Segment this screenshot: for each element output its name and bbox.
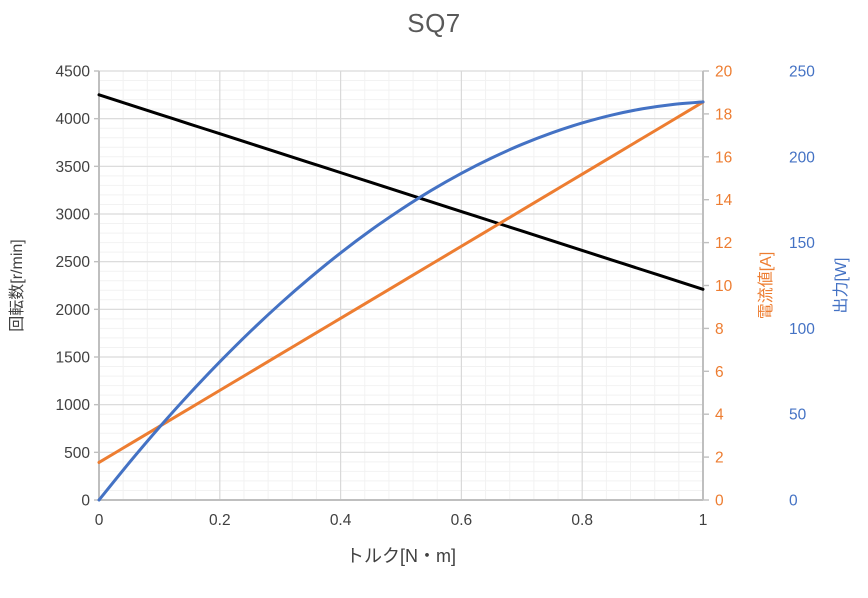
tick-label-current: 10 xyxy=(715,278,733,295)
major-gridlines xyxy=(98,70,704,501)
tick-label-current: 0 xyxy=(715,493,724,510)
y-axis-title-power: 出力[W] xyxy=(832,258,850,314)
tick-label-rpm: 2500 xyxy=(56,254,91,271)
tick-label-power: 150 xyxy=(789,235,815,252)
tick-label-current: 8 xyxy=(715,321,724,338)
tick-label-power: 0 xyxy=(789,493,798,510)
axis-lines xyxy=(98,71,704,501)
tick-label-torque: 0.2 xyxy=(209,512,231,529)
tick-label-current: 2 xyxy=(715,450,724,467)
x-axis-title: トルク[N・m] xyxy=(346,546,456,566)
tick-label-current: 18 xyxy=(715,106,732,123)
tick-label-rpm: 500 xyxy=(64,445,90,462)
tick-label-torque: 0.8 xyxy=(571,512,593,529)
tick-label-torque: 0 xyxy=(95,512,104,529)
tick-label-rpm: 3000 xyxy=(56,207,91,224)
tick-label-rpm: 4500 xyxy=(56,64,91,81)
tick-label-current: 14 xyxy=(715,192,733,209)
tick-label-power: 250 xyxy=(789,64,815,81)
tick-label-rpm: 4000 xyxy=(56,111,91,128)
series-line-rpm xyxy=(97,93,705,291)
tick-label-rpm: 1500 xyxy=(56,350,91,367)
tick-label-power: 200 xyxy=(789,149,815,166)
tick-label-rpm: 2000 xyxy=(56,302,91,319)
tick-label-current: 20 xyxy=(715,64,733,81)
tick-label-rpm: 1000 xyxy=(56,397,91,414)
tick-label-torque: 0.4 xyxy=(330,512,352,529)
tick-label-current: 4 xyxy=(715,407,724,424)
series-line-current xyxy=(97,100,705,464)
y-axis-title-rpm: 回転数[r/min] xyxy=(8,239,26,331)
tick-label-power: 100 xyxy=(789,321,815,338)
tick-label-rpm: 3500 xyxy=(56,159,91,176)
y-axis-title-current: 電流値[A] xyxy=(757,252,775,320)
data-series xyxy=(97,93,705,502)
tick-label-rpm: 0 xyxy=(81,493,90,510)
tick-label-torque: 1 xyxy=(699,512,708,529)
tick-label-power: 50 xyxy=(789,407,807,424)
minor-gridlines xyxy=(98,70,704,501)
tick-label-current: 12 xyxy=(715,235,732,252)
series-line-power xyxy=(97,100,705,502)
tick-label-torque: 0.6 xyxy=(451,512,473,529)
tick-label-current: 16 xyxy=(715,149,732,166)
tick-label-current: 6 xyxy=(715,364,724,381)
axis-ticks xyxy=(94,70,709,501)
chart-title: SQ7 xyxy=(407,8,461,38)
